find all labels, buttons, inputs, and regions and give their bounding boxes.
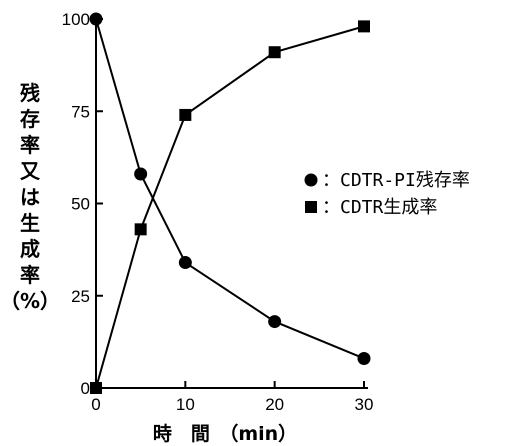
y-axis-label-char: 存 (20, 107, 40, 131)
y-axis-label-char: 率 (20, 263, 40, 287)
legend-entry-label: ：CDTR生成率 (322, 197, 437, 218)
x-axis-label: 時 間 （min） (153, 422, 297, 445)
y-axis-label-char: 成 (20, 237, 40, 261)
legend-marker-circle (304, 173, 318, 187)
y-ticks: 0 25 50 75 100 (62, 10, 103, 398)
x-tick-label: 10 (176, 395, 195, 414)
legend-entry-label: ：CDTR-PI残存率 (322, 170, 470, 191)
x-tick-label: 30 (355, 395, 374, 414)
y-tick-label: 0 (81, 379, 90, 398)
y-tick-label: 25 (71, 287, 90, 306)
data-point-square (179, 108, 192, 121)
data-point-square (134, 223, 147, 236)
y-tick-label: 100 (62, 10, 90, 29)
data-point-square (268, 46, 281, 59)
y-axis-label-char: 率 (20, 133, 40, 157)
y-axis-label-char: 生 (20, 211, 40, 235)
data-point-square (358, 20, 370, 33)
legend-marker-square (305, 201, 317, 213)
y-axis-label-char: 又 (20, 159, 41, 183)
y-axis-label-char: 残 (20, 81, 40, 105)
y-tick-label: 75 (71, 102, 90, 121)
data-point-square (90, 382, 102, 394)
legend: ：CDTR-PI残存率 ：CDTR生成率 (304, 170, 470, 218)
x-tick-label: 20 (265, 395, 284, 414)
y-axis-label-char: は (20, 185, 40, 209)
x-tick-label: 0 (91, 395, 100, 414)
data-point-circle (178, 256, 192, 270)
y-tick-label: 50 (71, 195, 90, 214)
series-group (89, 12, 371, 394)
data-point-circle (89, 12, 103, 26)
data-point-circle (268, 315, 282, 329)
x-ticks: 0 10 20 30 (91, 381, 373, 414)
data-point-circle (134, 167, 148, 181)
data-point-circle (357, 351, 371, 365)
y-axis-label-char: （%） (0, 289, 60, 313)
